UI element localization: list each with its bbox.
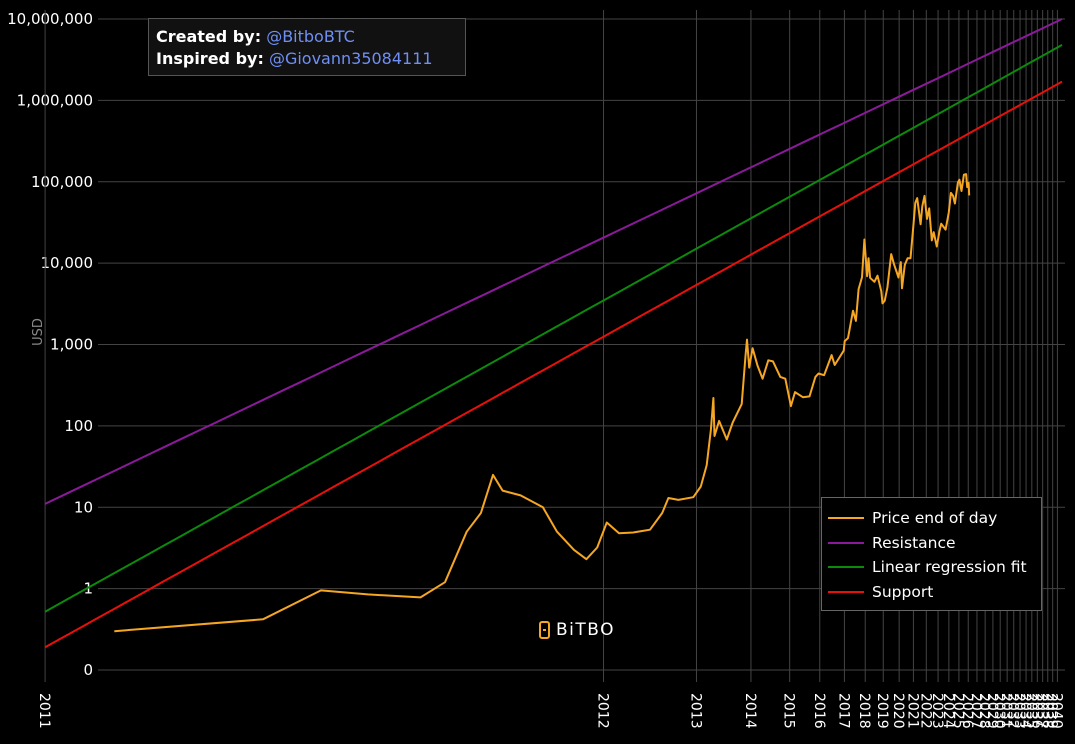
x-tick-label: 2017 xyxy=(835,693,851,729)
x-tick-label: 2028 xyxy=(976,693,992,729)
legend-swatch-resistance xyxy=(828,541,864,544)
x-tick-label: 2023 xyxy=(929,693,945,729)
x-tick-label: 2021 xyxy=(904,693,920,729)
y-tick-label: 1,000 xyxy=(50,336,93,354)
inspired-by-line: Inspired by: @Giovann35084111 xyxy=(156,48,458,70)
legend-label-resistance: Resistance xyxy=(872,533,956,552)
legend-label-price: Price end of day xyxy=(872,509,998,528)
bitbo-logo-icon xyxy=(539,621,550,639)
x-tick-label: 2018 xyxy=(856,693,872,729)
x-tick-label: 2032 xyxy=(1005,693,1021,729)
y-tick-label: 100,000 xyxy=(31,173,93,191)
x-tick-label: 2027 xyxy=(968,693,984,729)
x-tick-label: 2036 xyxy=(1028,693,1044,729)
inspired-by-label: Inspired by: xyxy=(156,49,264,68)
x-tick-label: 2020 xyxy=(890,693,906,729)
y-tick-label: 1,000,000 xyxy=(17,91,93,109)
y-tick-label: 10 xyxy=(74,498,93,516)
legend-swatch-price xyxy=(828,517,864,520)
y-tick-label: 0 xyxy=(83,661,93,679)
x-tick-label: 2025 xyxy=(950,693,966,729)
x-tick-label: 2037 xyxy=(1034,693,1050,729)
x-tick-label: 2011 xyxy=(36,693,52,729)
price-line xyxy=(114,173,971,633)
regression-line xyxy=(44,44,1063,613)
x-tick-label: 2035 xyxy=(1023,693,1039,729)
x-tick-label: 2013 xyxy=(687,693,703,729)
legend-swatch-support xyxy=(828,590,864,593)
inspired-by-handle[interactable]: @Giovann35084111 xyxy=(268,49,433,68)
resistance-line xyxy=(44,18,1063,505)
x-tick-label: 2012 xyxy=(595,693,611,729)
x-tick-label: 2030 xyxy=(991,693,1007,729)
y-tick-label: 10,000 xyxy=(41,254,94,272)
x-tick-label: 2014 xyxy=(742,693,758,729)
legend-swatch-regression xyxy=(828,566,864,569)
legend-label-regression: Linear regression fit xyxy=(872,558,1027,577)
legend-item-support[interactable]: Support xyxy=(828,580,1035,605)
y-axis-title: USD xyxy=(31,318,46,346)
bitbo-logo: BiTBO xyxy=(539,620,615,640)
legend-label-support: Support xyxy=(872,582,934,601)
x-tick-label: 2033 xyxy=(1011,693,1027,729)
created-by-label: Created by: xyxy=(156,27,262,46)
created-by-line: Created by: @BitboBTC xyxy=(156,26,458,48)
legend: Price end of day Resistance Linear regre… xyxy=(821,497,1042,611)
y-tick-label: 10,000,000 xyxy=(7,10,93,28)
legend-item-price[interactable]: Price end of day xyxy=(828,506,1035,531)
x-tick-label: 2015 xyxy=(781,693,797,729)
x-tick-label: 2039 xyxy=(1044,693,1060,729)
bitbo-wordmark: BiTBO xyxy=(556,620,616,640)
created-by-handle[interactable]: @BitboBTC xyxy=(266,27,355,46)
x-tick-label: 2019 xyxy=(874,693,890,729)
x-tick-label: 2038 xyxy=(1039,693,1055,729)
x-tick-label: 2031 xyxy=(998,693,1014,729)
legend-item-regression[interactable]: Linear regression fit xyxy=(828,555,1035,580)
x-tick-label: 2029 xyxy=(984,693,1000,729)
x-tick-label: 2026 xyxy=(959,693,975,729)
y-tick-label: 100 xyxy=(64,417,93,435)
x-tick-label: 2034 xyxy=(1017,693,1033,729)
credits-box: Created by: @BitboBTC Inspired by: @Giov… xyxy=(148,18,466,76)
x-tick-label: 2040 xyxy=(1048,693,1064,729)
support-line xyxy=(44,80,1063,649)
x-tick-label: 2016 xyxy=(811,693,827,729)
x-tick-label: 2022 xyxy=(917,693,933,729)
x-tick-label: 2024 xyxy=(940,693,956,729)
legend-item-resistance[interactable]: Resistance xyxy=(828,531,1035,556)
